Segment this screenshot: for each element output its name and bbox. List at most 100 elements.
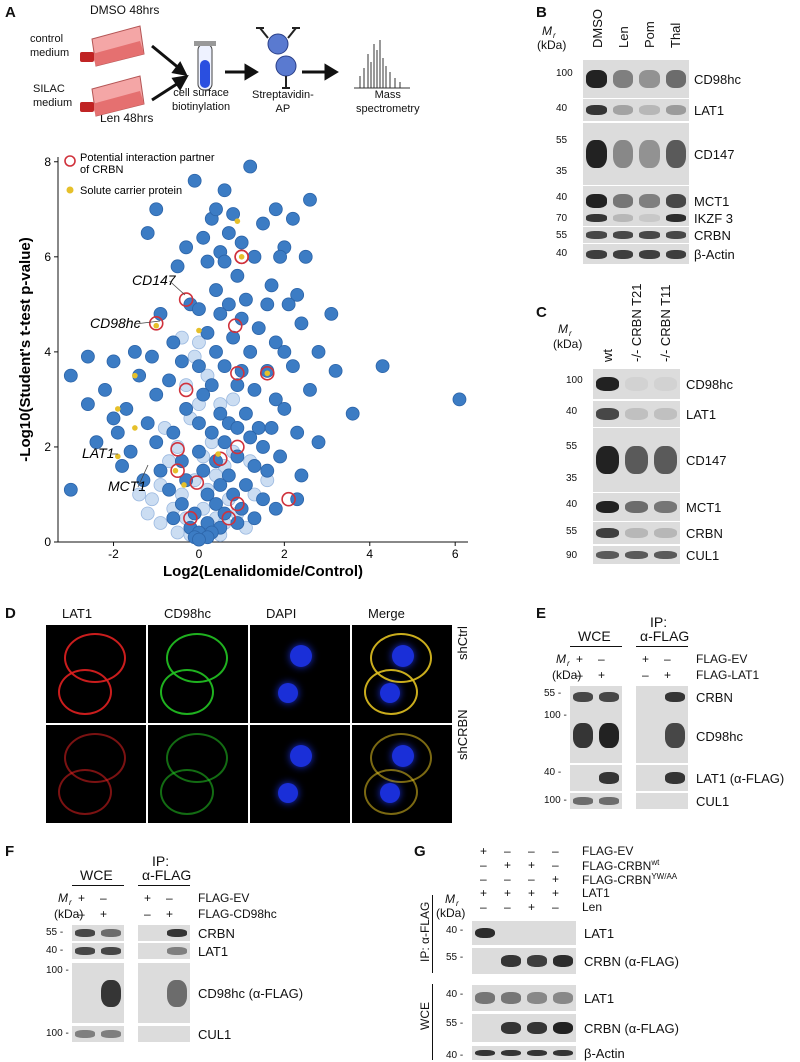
mw-marker: 55: [566, 526, 578, 538]
data-point: [277, 402, 292, 416]
band: [596, 500, 619, 514]
data-point: [230, 378, 245, 393]
data-point: [268, 335, 283, 350]
condition-sign: –: [504, 872, 511, 886]
band: [665, 249, 686, 259]
blot-strip: [593, 546, 680, 564]
data-point: [140, 506, 155, 521]
ip-underline: [138, 885, 190, 886]
y-tick-label: 4: [44, 345, 51, 359]
band: [586, 249, 607, 259]
wce-underline: [72, 885, 124, 886]
condition-sign: –: [552, 844, 559, 858]
data-point: [166, 335, 181, 350]
data-point: [256, 440, 270, 454]
data-point: [174, 354, 189, 369]
data-point: [230, 516, 245, 530]
data-point: [213, 406, 228, 421]
data-point: [217, 183, 232, 198]
x-tick-label: 6: [452, 547, 459, 561]
crbn-partner-point: [148, 316, 164, 331]
row-label: LAT1: [584, 926, 615, 941]
data-point: [192, 532, 206, 547]
row-label: CD147: [694, 147, 735, 162]
band: [654, 528, 677, 538]
band: [665, 105, 686, 115]
legend-entry: Solute carrier protein: [80, 185, 182, 197]
condition-sign: –: [552, 900, 559, 914]
solute-carrier-point: [196, 327, 202, 334]
solute-carrier-point: [234, 218, 241, 224]
condition-sign: +: [480, 844, 488, 858]
micro-row-label: shCRBN: [455, 709, 470, 760]
blot-strip: [472, 1046, 576, 1060]
band: [586, 140, 607, 168]
row-label: CRBN: [198, 926, 235, 941]
mr-label: M: [58, 891, 68, 905]
data-point: [63, 368, 78, 383]
data-point: [127, 344, 142, 359]
condition-sign: –: [642, 668, 649, 682]
data-point: [234, 235, 249, 250]
cell-membrane: [58, 669, 112, 715]
condition-sign: +: [166, 907, 174, 921]
condition-label: FLAG-LAT1: [696, 668, 760, 682]
row-label: CRBN: [694, 228, 731, 243]
band: [625, 550, 648, 560]
kda-label: (kDa): [553, 337, 583, 351]
condition-label: FLAG-CRBNYW/AA: [582, 872, 678, 887]
band: [612, 105, 633, 115]
mw-marker: 100 -: [46, 965, 69, 976]
crbn-partner-point: [178, 292, 194, 307]
data-point: [200, 487, 215, 502]
mw-marker: 55: [566, 440, 578, 452]
crbn-partner-point: [170, 442, 185, 457]
legend-marker: [66, 186, 74, 194]
data-point: [132, 487, 147, 502]
data-point: [239, 292, 253, 307]
annotation-leader: [137, 464, 149, 488]
wce-blot-strip: [570, 765, 622, 791]
x-tick-label: -2: [108, 547, 119, 561]
micro-row-label: shCtrl: [455, 626, 470, 660]
streptavidin-bead-icon: [256, 27, 300, 89]
condition-label: FLAG-EV: [198, 891, 250, 905]
panel-label-g: G: [414, 843, 426, 860]
x-tick-label: 0: [196, 547, 203, 561]
mw-marker: 55 -: [46, 927, 64, 938]
mw-marker: 40: [566, 406, 578, 418]
crbn-partner-point: [230, 439, 245, 455]
condition-sign: +: [78, 891, 86, 905]
data-point: [375, 359, 390, 374]
band: [654, 500, 677, 514]
band: [596, 408, 619, 420]
panel-label-c: C: [536, 304, 547, 321]
data-point: [179, 378, 194, 393]
data-point: [140, 416, 155, 431]
band: [665, 772, 685, 784]
data-point: [89, 435, 104, 450]
data-point: [196, 463, 211, 478]
band: [101, 929, 121, 937]
solute-carrier-point: [264, 370, 271, 377]
data-point: [268, 501, 283, 516]
row-label: LAT1: [584, 991, 615, 1006]
data-point: [243, 159, 258, 174]
band: [625, 500, 648, 514]
flask-icon: [80, 75, 145, 117]
data-point: [192, 359, 206, 374]
data-point: [179, 402, 194, 416]
row-label: CRBN: [696, 690, 733, 705]
mw-marker: 40: [556, 103, 568, 115]
data-point: [268, 392, 283, 407]
mw-marker: 40: [556, 192, 568, 203]
condition-sign: –: [504, 844, 511, 858]
band: [665, 70, 686, 88]
mw-marker: 40 -: [446, 989, 464, 1000]
data-point: [166, 425, 181, 440]
data-point: [119, 402, 134, 416]
micro-column-label: CD98hc: [164, 606, 211, 621]
data-point: [345, 406, 360, 421]
band: [475, 927, 495, 939]
micro-image: [45, 624, 147, 724]
